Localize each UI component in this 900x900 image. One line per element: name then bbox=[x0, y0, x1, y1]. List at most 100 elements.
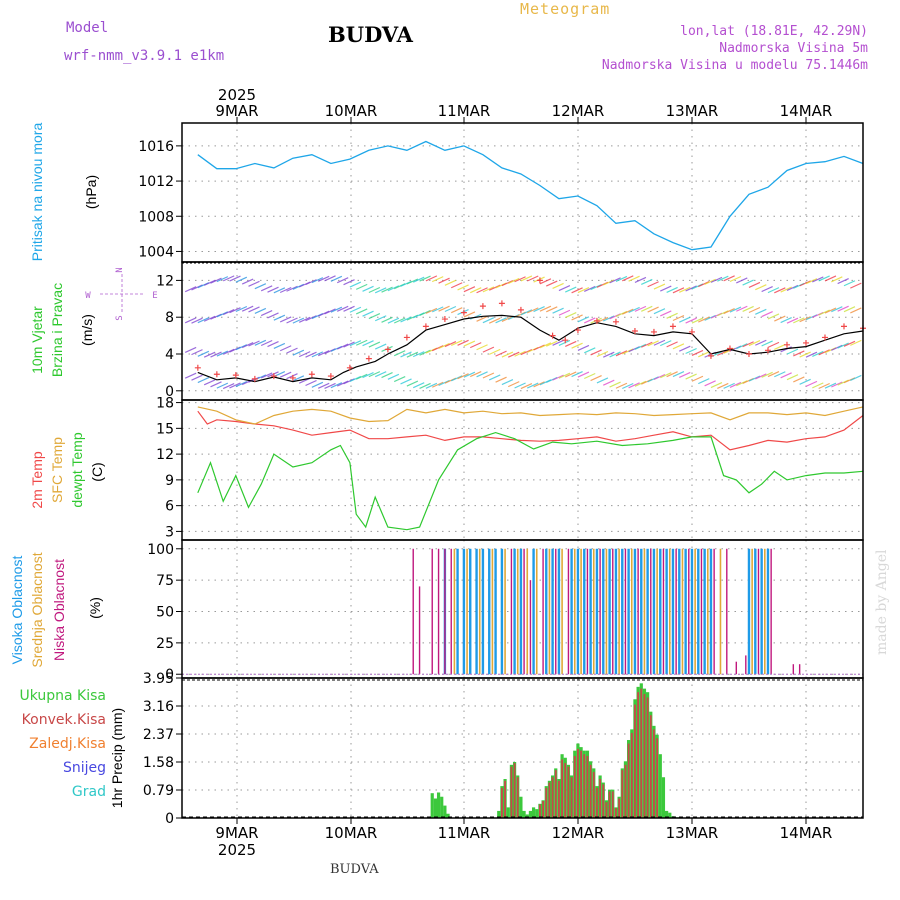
wind-streamer bbox=[698, 378, 710, 385]
cloud-bar bbox=[535, 548, 538, 675]
compass-s: S bbox=[115, 315, 125, 320]
cloud-bar bbox=[602, 548, 605, 675]
text-layer: 1004100810121016048123691215180255075100… bbox=[9, 86, 832, 859]
wind-streamer bbox=[850, 307, 862, 314]
wind-streamer bbox=[298, 351, 311, 358]
wind-streamer bbox=[520, 309, 533, 316]
pressure-tick-label: 1004 bbox=[138, 244, 174, 260]
wind-streamer bbox=[419, 382, 431, 390]
wind-streamer bbox=[374, 315, 387, 322]
wind-gust-marker bbox=[422, 323, 429, 330]
wind-streamer bbox=[507, 351, 520, 358]
cloud-bar bbox=[627, 548, 630, 675]
wind-streamer bbox=[412, 351, 425, 358]
wind-streamer bbox=[305, 351, 317, 358]
day-label-top: 14MAR bbox=[780, 102, 833, 120]
day-label-top: 9MAR bbox=[215, 102, 258, 120]
wind-gust-marker bbox=[289, 374, 296, 381]
wind-streamer bbox=[748, 281, 761, 288]
wind-streamer bbox=[698, 316, 710, 323]
wind-gust-marker bbox=[441, 316, 448, 323]
wind-streamer bbox=[248, 340, 260, 347]
cloud-bar bbox=[726, 548, 728, 675]
wind-streamer bbox=[831, 381, 843, 388]
temperature-tick-label: 18 bbox=[156, 396, 174, 412]
wind-streamer bbox=[679, 371, 691, 378]
wind-streamer bbox=[317, 350, 330, 357]
cloud-bar bbox=[504, 548, 506, 675]
wind-streamer bbox=[546, 340, 558, 347]
lonlat-info: lon,lat (18.81E, 42.29N) bbox=[680, 24, 868, 39]
wind-streamer bbox=[634, 343, 647, 350]
wind-streamer bbox=[843, 280, 856, 287]
wind-gust-marker bbox=[726, 345, 733, 352]
wind-streamer bbox=[539, 342, 552, 349]
wind-streamer bbox=[355, 339, 368, 346]
pressure-frame bbox=[181, 122, 864, 263]
wind-streamer bbox=[292, 317, 305, 324]
cloud-bar bbox=[757, 548, 760, 675]
wind-streamer bbox=[824, 275, 837, 282]
precip-conv-bar bbox=[649, 715, 652, 818]
wind-streamer bbox=[501, 315, 514, 323]
precip-frame bbox=[181, 677, 864, 819]
wind-streamer bbox=[748, 375, 761, 382]
wind-streamer bbox=[507, 277, 520, 284]
wind-streamer bbox=[641, 305, 653, 312]
wind-streamer bbox=[368, 371, 381, 378]
wind-streamer bbox=[742, 341, 754, 348]
precip-conv-bar bbox=[510, 766, 513, 818]
wind-streamer bbox=[850, 282, 862, 289]
wind-streamer bbox=[837, 305, 849, 312]
wind-streamer bbox=[463, 311, 476, 318]
wind-streamer bbox=[571, 342, 583, 349]
wind-gust-marker bbox=[562, 337, 569, 344]
precip-tick-label: 3.16 bbox=[143, 699, 174, 715]
wind-streamer bbox=[685, 373, 697, 380]
wind-streamer bbox=[717, 275, 729, 282]
wind-streamer bbox=[412, 276, 425, 283]
cloud-bar bbox=[690, 548, 694, 675]
wind-tick-label: 8 bbox=[165, 310, 174, 326]
wind-streamer bbox=[292, 375, 305, 382]
cloud-bar bbox=[444, 548, 446, 675]
cloud-bar bbox=[618, 548, 620, 675]
wind-streamer bbox=[488, 348, 501, 355]
wind-streamer bbox=[368, 286, 381, 294]
temperature-tick-label: 9 bbox=[165, 473, 174, 489]
wind-streamer bbox=[767, 341, 780, 348]
wind-streamer bbox=[349, 375, 362, 383]
wind-streamer bbox=[305, 379, 317, 387]
wind-streamer bbox=[603, 351, 615, 358]
wind-streamer bbox=[349, 306, 362, 313]
wind-streamer bbox=[216, 382, 229, 389]
wind-streamer bbox=[653, 339, 666, 346]
wind-streamer bbox=[387, 373, 400, 380]
wind-streamer bbox=[628, 382, 640, 389]
wind-streamer bbox=[317, 275, 330, 282]
wind-streamer bbox=[254, 339, 267, 346]
wind-streamer bbox=[596, 316, 609, 324]
wind-streamer bbox=[723, 382, 735, 389]
wind-streamer bbox=[431, 381, 444, 388]
precip-conv-bar bbox=[586, 755, 589, 818]
wind-streamer bbox=[546, 280, 558, 287]
wind-streamer bbox=[793, 376, 805, 383]
cloud-bar bbox=[475, 548, 478, 675]
cloud-bar bbox=[431, 548, 433, 675]
precip-total-bar bbox=[658, 754, 662, 818]
precip-total-bar bbox=[525, 814, 529, 818]
wind-streamer bbox=[780, 317, 792, 324]
wind-streamer bbox=[761, 371, 773, 378]
wind-streamer bbox=[666, 286, 678, 293]
wind-streamer bbox=[260, 372, 273, 379]
precip-conv-bar bbox=[501, 787, 503, 818]
wind-streamer bbox=[482, 372, 495, 379]
wind-streamer bbox=[387, 285, 400, 292]
wind-streamer bbox=[577, 344, 590, 351]
wind-streamer bbox=[444, 341, 457, 348]
wind-streamer bbox=[603, 379, 615, 386]
cloud-bar bbox=[713, 548, 715, 675]
wind-streamer bbox=[666, 341, 678, 348]
wind-streamer bbox=[336, 305, 349, 312]
